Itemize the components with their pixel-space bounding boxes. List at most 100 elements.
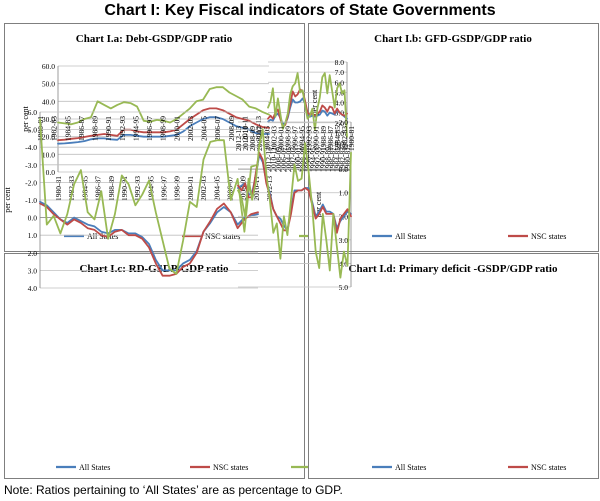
x-tick-label: 1994-95 <box>298 126 307 151</box>
x-tick-label: 1982-83 <box>67 176 76 201</box>
y-tick-label: -1.0 <box>25 196 37 205</box>
x-tick-label: 2000-01 <box>186 176 195 201</box>
x-tick-label: 2002-03 <box>186 116 195 141</box>
x-tick-label: 1994-95 <box>308 147 317 172</box>
x-tick-label: 1982-83 <box>50 116 59 141</box>
y-tick-label: 30.0 <box>42 115 55 124</box>
series-line-sc-states <box>267 72 348 138</box>
x-tick-label: 2012-13 <box>234 126 243 151</box>
x-tick-label: 1992-93 <box>305 126 314 151</box>
y-tick-label: 50.0 <box>42 80 55 89</box>
y-tick-label: -1.0 <box>336 142 348 151</box>
x-tick-label: 1994-95 <box>131 116 140 141</box>
x-tick-label: 1982-83 <box>340 126 349 151</box>
x-tick-label: 1988-89 <box>319 126 328 151</box>
y-tick-label: -2.0 <box>336 118 348 127</box>
x-tick-label: 1998-99 <box>159 116 168 141</box>
y-tick-label: 4.0 <box>28 284 38 293</box>
y-tick-label: 60.0 <box>42 62 55 71</box>
legend-label: All States <box>395 463 426 472</box>
x-tick-label: 1988-89 <box>107 176 116 201</box>
series-line-sc-states <box>237 128 352 279</box>
x-tick-label: 1986-87 <box>77 116 86 141</box>
x-tick-label: 2006-07 <box>213 116 222 141</box>
y-tick-label: 4.0 <box>335 99 345 108</box>
chart-frame <box>308 23 599 252</box>
x-tick-label: 2002-03 <box>269 126 278 151</box>
y-tick-label: 5.0 <box>339 283 349 292</box>
x-tick-label: 2000-01 <box>172 116 181 141</box>
y-axis-label: per cent <box>314 191 323 217</box>
y-tick-label: -5.0 <box>25 126 37 135</box>
chart-panel-2: Chart I.b: GFD-GSDP/GDP ratio0.01.02.03.… <box>264 23 599 252</box>
y-axis-label: per cent <box>310 89 319 115</box>
series-line-all-states <box>57 116 270 145</box>
legend-label: NSC states <box>531 232 566 241</box>
chart-title: Chart I.c: RD-GSDP/GDP ratio <box>79 263 229 275</box>
y-tick-label: 1.0 <box>339 189 349 198</box>
page-title: Chart I: Key Fiscal indicators of State … <box>104 2 496 19</box>
x-tick-label: 1982-83 <box>338 147 347 172</box>
legend-label: NSC states <box>213 463 248 472</box>
y-tick-label: 4.0 <box>339 259 349 268</box>
y-tick-label: -3.0 <box>25 161 37 170</box>
y-tick-label: 10.0 <box>42 150 55 159</box>
x-tick-label: 1992-93 <box>133 176 142 201</box>
x-tick-label: 1986-87 <box>328 147 337 172</box>
x-tick-label: 2002-03 <box>289 147 298 172</box>
x-tick-label: 1990-91 <box>312 126 321 151</box>
x-tick-label: 1980-81 <box>347 126 356 151</box>
chart-title: Chart I.a: Debt-GSDP/GDP ratio <box>76 33 233 45</box>
y-tick-label: 5.0 <box>335 88 345 97</box>
x-tick-label: 1984-85 <box>63 116 72 141</box>
x-tick-label: 2010-11 <box>269 147 278 172</box>
y-tick-label: 0.0 <box>339 165 349 174</box>
chart-frame <box>308 253 599 479</box>
footnote: Note: Ratios pertaining to ‘All States’ … <box>4 483 343 497</box>
x-tick-label: 2002-03 <box>199 176 208 201</box>
x-tick-label: 2004-05 <box>212 176 221 201</box>
x-tick-label: 2012-13 <box>264 147 273 172</box>
x-tick-label: 1980-81 <box>54 176 63 201</box>
x-tick-label: 2008-09 <box>248 126 257 151</box>
x-tick-label: 2012-13 <box>254 116 263 141</box>
x-tick-label: 1990-91 <box>120 176 129 201</box>
y-tick-label: 3.0 <box>28 266 38 275</box>
x-tick-label: 1986-87 <box>94 176 103 201</box>
x-tick-label: 2004-05 <box>284 147 293 172</box>
y-tick-label: 3.0 <box>339 236 349 245</box>
legend-label: All States <box>87 232 118 241</box>
x-tick-label: 1998-99 <box>173 176 182 201</box>
x-tick-label: 1996-97 <box>145 116 154 141</box>
series-line-nsc-states <box>57 107 270 142</box>
series-line-nsc-states <box>39 202 259 277</box>
x-tick-label: 2008-09 <box>227 116 236 141</box>
chart-title: Chart I.d: Primary deficit -GSDP/GDP rat… <box>349 263 558 275</box>
chart-frame <box>4 253 305 479</box>
x-tick-label: 2000-01 <box>276 126 285 151</box>
legend-label: All States <box>395 232 426 241</box>
x-tick-label: 1996-97 <box>291 126 300 151</box>
y-tick-label: 8.0 <box>335 58 345 67</box>
x-tick-label: 2010-11 <box>241 126 250 151</box>
x-tick-label: 1988-89 <box>323 147 332 172</box>
x-tick-label: 1996-97 <box>160 176 169 201</box>
series-line-sc-states <box>39 118 259 275</box>
chart-panel-3: Chart I.c: RD-GSDP/GDP ratio -6.0 -5.0 -4.0… <box>3 108 345 479</box>
x-tick-label: 1984-85 <box>80 176 89 201</box>
x-tick-label: 1992-93 <box>313 147 322 172</box>
legend-label: All States <box>79 463 110 472</box>
x-tick-label: 1984-85 <box>333 147 342 172</box>
legend-label: NSC states <box>205 232 240 241</box>
y-tick-label: -2.0 <box>25 178 37 187</box>
x-tick-label: 1986-87 <box>326 126 335 151</box>
y-tick-label: 0.0 <box>28 214 38 223</box>
x-tick-label: 2004-05 <box>200 116 209 141</box>
y-tick-label: -6.0 <box>25 108 37 117</box>
x-tick-label: 1988-89 <box>91 116 100 141</box>
y-tick-label: 1.0 <box>335 129 345 138</box>
x-tick-label: 2010-11 <box>252 176 261 201</box>
